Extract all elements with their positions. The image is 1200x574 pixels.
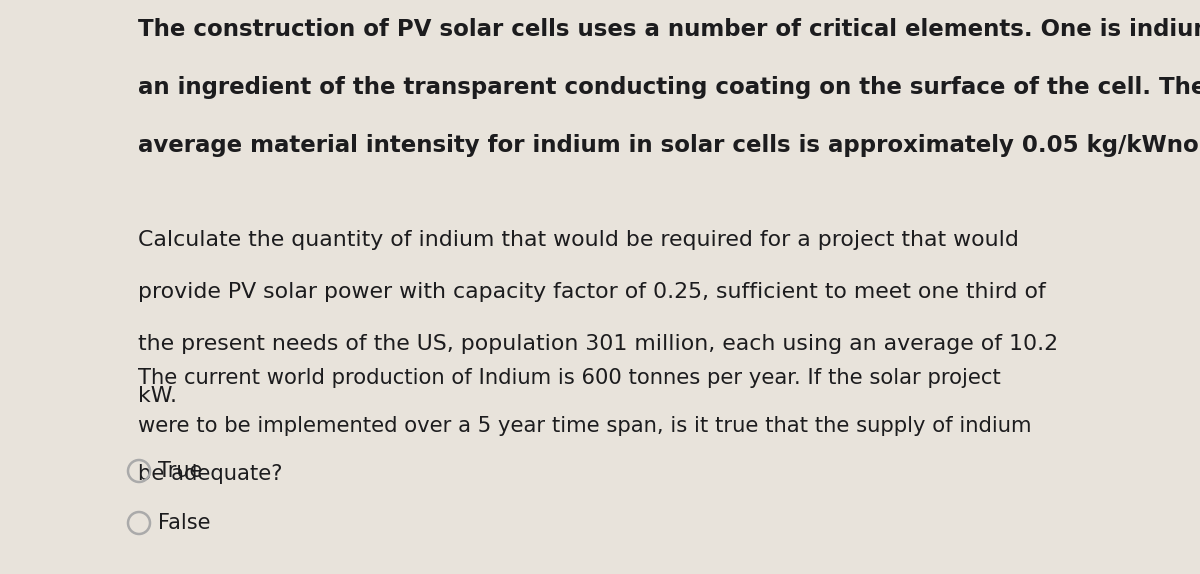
Text: kW.: kW. [138, 386, 178, 406]
Text: average material intensity for indium in solar cells is approximately 0.05 kg/kW: average material intensity for indium in… [138, 134, 1200, 157]
Text: The current world production of Indium is 600 tonnes per year. If the solar proj: The current world production of Indium i… [138, 368, 1001, 388]
Text: Calculate the quantity of indium that would be required for a project that would: Calculate the quantity of indium that wo… [138, 230, 1019, 250]
Text: provide PV solar power with capacity factor of 0.25, sufficient to meet one thir: provide PV solar power with capacity fac… [138, 282, 1045, 302]
Text: False: False [158, 513, 210, 533]
Text: were to be implemented over a 5 year time span, is it true that the supply of in: were to be implemented over a 5 year tim… [138, 416, 1032, 436]
Text: the present needs of the US, population 301 million, each using an average of 10: the present needs of the US, population … [138, 334, 1058, 354]
Text: True: True [158, 461, 203, 481]
Text: an ingredient of the transparent conducting coating on the surface of the cell. : an ingredient of the transparent conduct… [138, 76, 1200, 99]
Text: The construction of PV solar cells uses a number of critical elements. One is in: The construction of PV solar cells uses … [138, 18, 1200, 41]
Text: be adequate?: be adequate? [138, 464, 282, 484]
